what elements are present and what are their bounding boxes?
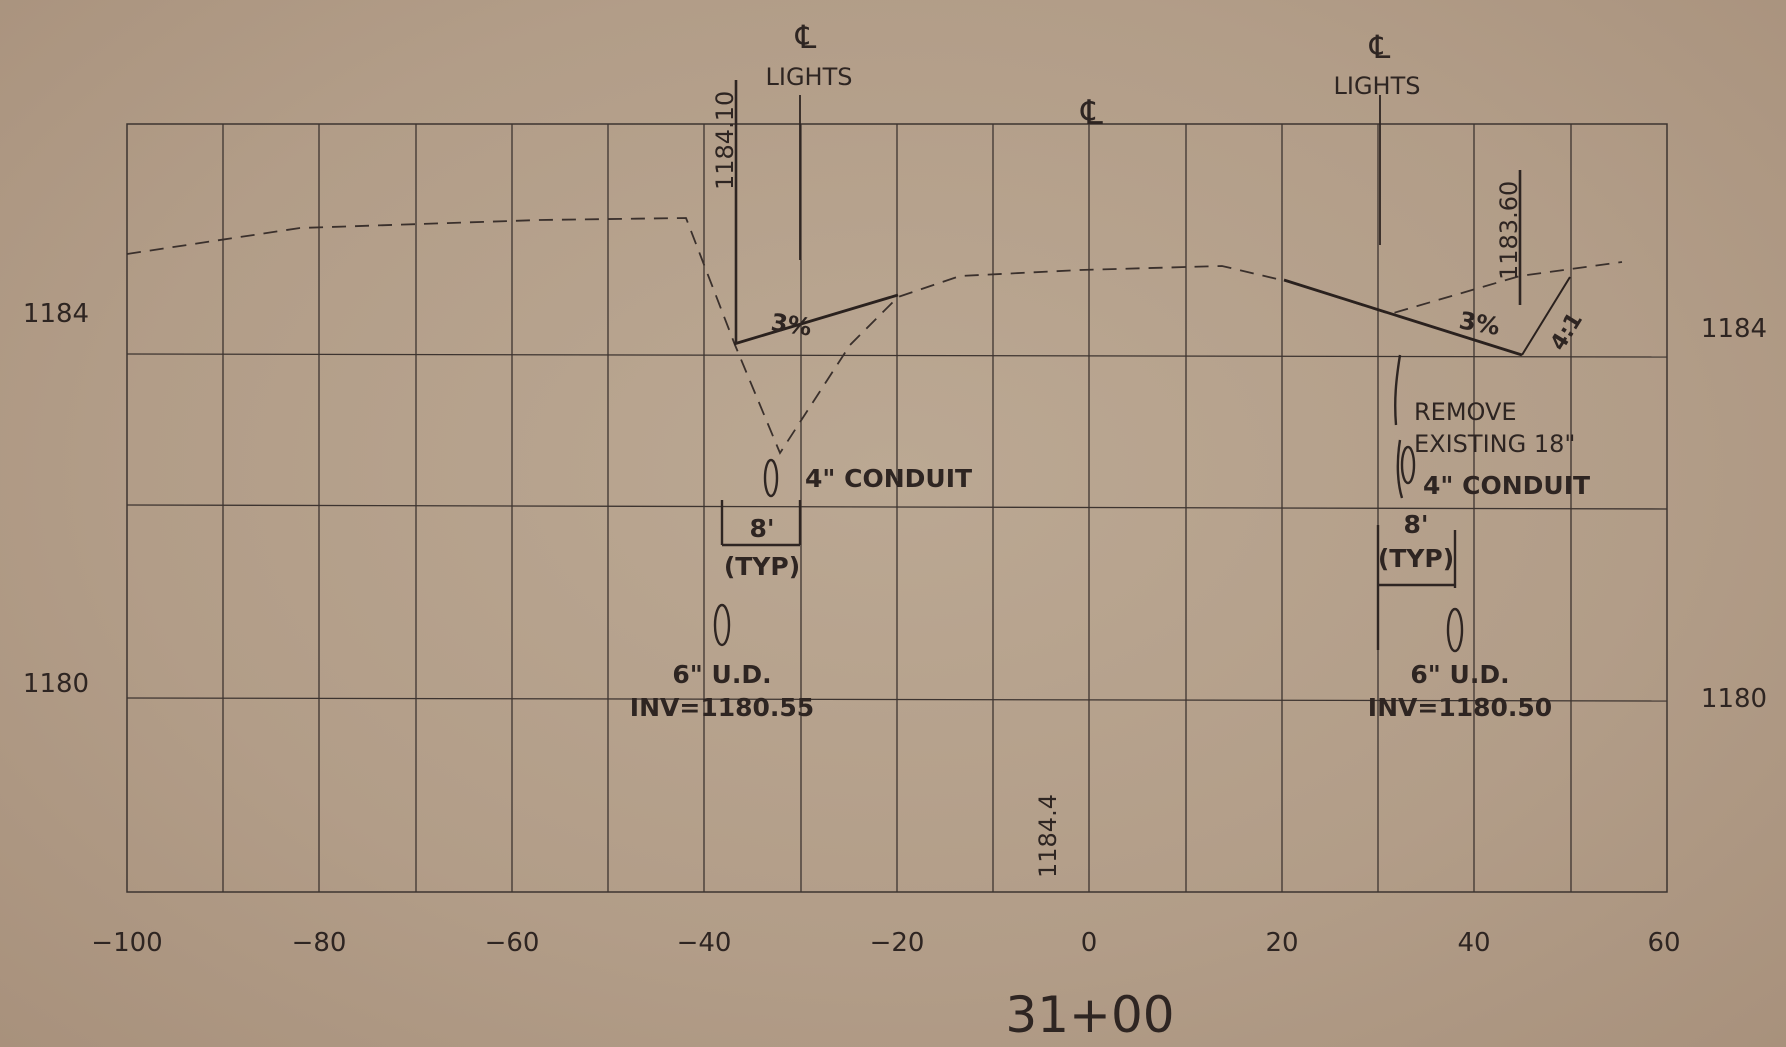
inv-label-left: INV=1180.55 bbox=[630, 693, 814, 722]
conduit-left-icon bbox=[763, 458, 779, 498]
proposed-grade bbox=[733, 276, 1571, 357]
grid bbox=[126, 123, 1668, 893]
proposed-grade-right bbox=[1283, 278, 1523, 357]
x-tick: −20 bbox=[870, 928, 925, 958]
x-tick: −60 bbox=[485, 928, 540, 958]
existing-pipe-mark-icon bbox=[1394, 354, 1402, 426]
slope-label-left: 3% bbox=[769, 308, 813, 341]
left-elev-1180: 1180 bbox=[23, 669, 89, 699]
ud-label-left: 6" U.D. bbox=[672, 660, 771, 689]
existing-ground-path bbox=[126, 217, 1623, 455]
elev-label-left: 1184.10 bbox=[711, 91, 739, 190]
center-elev-label: 1184.4 bbox=[1034, 794, 1062, 878]
spacing-typ-left: (TYP) bbox=[724, 552, 800, 581]
remove-label-line2: EXISTING 18" bbox=[1414, 430, 1575, 458]
x-axis-ticks: −100 −80 −60 −40 −20 0 20 40 60 bbox=[91, 928, 1680, 958]
x-tick: 0 bbox=[1081, 928, 1098, 958]
left-elev-1184: 1184 bbox=[23, 299, 89, 329]
right-elev-1180: 1180 bbox=[1701, 684, 1767, 714]
cl-symbol-left: ℄ bbox=[795, 18, 817, 56]
existing-ground-line bbox=[126, 217, 1623, 455]
conduit-right-icon bbox=[1400, 445, 1416, 485]
cl-symbol-center: ℄ bbox=[1080, 93, 1103, 133]
x-tick: 40 bbox=[1457, 928, 1490, 958]
reference-lines bbox=[734, 80, 1522, 344]
existing-pipe-mark-icon bbox=[1396, 439, 1404, 499]
x-tick: −100 bbox=[91, 928, 162, 958]
dimension-brackets bbox=[720, 500, 1457, 650]
x-tick: 20 bbox=[1265, 928, 1298, 958]
inv-label-right: INV=1180.50 bbox=[1368, 693, 1552, 722]
conduit-label-right: 4" CONDUIT bbox=[1423, 471, 1590, 500]
conduit-label-left: 4" CONDUIT bbox=[805, 464, 972, 493]
x-tick: −40 bbox=[677, 928, 732, 958]
cl-lights-label-left: LIGHTS bbox=[766, 63, 853, 91]
cl-symbol-right: ℄ bbox=[1369, 28, 1391, 66]
cl-lights-label-right: LIGHTS bbox=[1334, 72, 1421, 100]
x-tick: −80 bbox=[292, 928, 347, 958]
pipe-symbols bbox=[713, 354, 1464, 653]
right-elev-1184: 1184 bbox=[1701, 314, 1767, 344]
spacing-typ-right: (TYP) bbox=[1378, 544, 1454, 573]
spacing-label-left: 8' bbox=[749, 514, 774, 543]
proposed-grade-left bbox=[733, 293, 899, 346]
spacing-label-right: 8' bbox=[1403, 510, 1428, 539]
side-slope-line bbox=[1521, 276, 1571, 356]
ud-label-right: 6" U.D. bbox=[1410, 660, 1509, 689]
underdrain-right-icon bbox=[1446, 607, 1464, 653]
x-tick: 60 bbox=[1647, 928, 1680, 958]
remove-label-line1: REMOVE bbox=[1414, 398, 1517, 426]
slope-label-right: 3% bbox=[1457, 306, 1502, 341]
station-label: 31+00 bbox=[1005, 986, 1174, 1044]
side-slope-label: 4:1 bbox=[1546, 308, 1588, 355]
elev-label-right: 1183.60 bbox=[1495, 181, 1523, 280]
underdrain-left-icon bbox=[713, 603, 731, 647]
